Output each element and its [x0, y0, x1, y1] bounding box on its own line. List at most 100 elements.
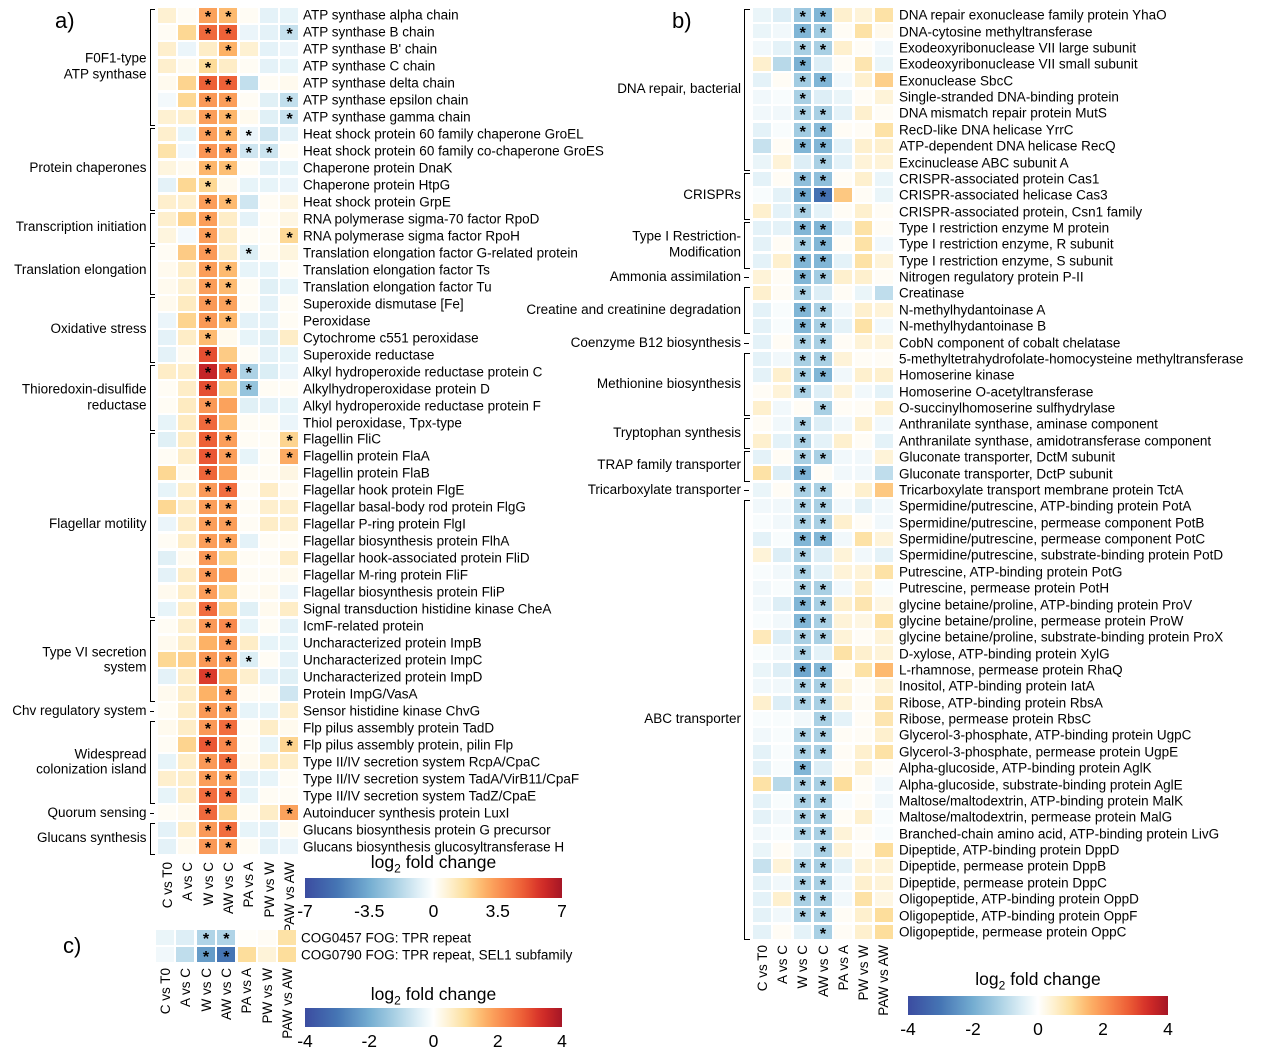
heatmap-cell — [753, 449, 771, 464]
heatmap-cell — [219, 177, 238, 193]
heatmap-cell — [874, 482, 893, 497]
row-label: Flp pilus assembly protein TadD — [303, 720, 495, 736]
group-label: Widespread colonization island — [36, 746, 147, 777]
heatmap-cell — [813, 499, 832, 514]
heatmap-cell — [854, 73, 873, 88]
colorbar-tick: 4 — [557, 1031, 567, 1051]
significance-star: * — [799, 41, 806, 59]
heatmap-cell — [834, 711, 853, 726]
heatmap-cell — [260, 75, 278, 91]
significance-star: * — [799, 418, 806, 436]
heatmap-cell — [280, 41, 299, 57]
significance-star: * — [799, 385, 806, 403]
heatmap-cell — [793, 188, 812, 203]
heatmap-cell — [834, 417, 853, 432]
heatmap-cell — [260, 567, 278, 583]
heatmap-cell — [219, 194, 238, 210]
heatmap-cell — [773, 449, 792, 464]
heatmap-cell — [753, 859, 771, 874]
heatmap-cell — [854, 269, 873, 284]
significance-star: * — [204, 348, 212, 366]
group-bracket — [149, 721, 155, 805]
group-label: Glucans synthesis — [36, 830, 147, 846]
heatmap-cell — [813, 319, 832, 333]
heatmap-cell — [178, 516, 197, 532]
heatmap-cell — [219, 211, 238, 227]
group-bracket — [744, 287, 750, 335]
significance-star: * — [225, 483, 232, 501]
heatmap-cell — [834, 662, 853, 677]
heatmap-cell — [874, 368, 893, 383]
heatmap-cell — [198, 194, 217, 210]
heatmap-cell — [793, 24, 812, 39]
heatmap-cell — [280, 245, 299, 260]
heatmap-cell — [198, 805, 217, 820]
colorbar-tick: -3.5 — [354, 901, 385, 921]
significance-star: * — [225, 636, 232, 654]
row-label: DNA mismatch repair protein MutS — [899, 105, 1107, 121]
heatmap-cell — [753, 384, 771, 399]
row-label: Exodeoxyribonuclease VII small subunit — [899, 56, 1138, 72]
heatmap-cell — [260, 160, 278, 176]
significance-star: * — [223, 931, 230, 949]
heatmap-cell — [834, 548, 853, 563]
heatmap-cell — [793, 564, 812, 579]
heatmap-cell — [773, 89, 792, 104]
heatmap-cell — [198, 516, 217, 532]
significance-star: * — [799, 598, 806, 616]
heatmap-cell — [178, 330, 197, 345]
significance-star: * — [204, 9, 212, 27]
heatmap-cell — [834, 810, 853, 825]
row-label: Flagellar biosynthesis protein FliP — [303, 584, 505, 600]
heatmap-cell — [874, 842, 893, 857]
significance-star: * — [225, 755, 232, 773]
significance-star: * — [204, 297, 212, 315]
row-label: Spermidine/putrescine, substrate-binding… — [899, 547, 1224, 563]
heatmap-cell — [239, 465, 258, 481]
group-bracket — [149, 433, 155, 618]
group-label: Ammonia assimilation — [609, 269, 741, 285]
heatmap-cell — [158, 126, 176, 142]
heatmap-cell — [178, 567, 197, 583]
row-label: Type I restriction enzyme, R subunit — [899, 236, 1114, 252]
heatmap-cell — [854, 679, 873, 694]
heatmap-cell — [813, 466, 832, 481]
heatmap-cell — [854, 449, 873, 464]
heatmap-cell — [813, 253, 832, 268]
heatmap-cell — [178, 635, 197, 651]
row-label: Superoxide dismutase [Fe] — [303, 296, 464, 312]
significance-star: * — [266, 144, 273, 162]
heatmap-cell — [793, 891, 812, 906]
column-label: PW vs W — [261, 862, 277, 918]
heatmap-cell — [219, 8, 238, 23]
significance-star: * — [799, 745, 806, 763]
heatmap-cell — [813, 613, 832, 628]
heatmap-cell — [239, 652, 258, 668]
heatmap-cell — [239, 669, 258, 684]
heatmap-cell — [874, 335, 893, 350]
group-label: Creatine and creatinine degradation — [526, 302, 741, 318]
significance-star: * — [204, 602, 212, 620]
heatmap-cell — [280, 347, 299, 362]
heatmap-cell — [753, 646, 771, 661]
heatmap-cell — [198, 482, 217, 498]
heatmap-cell — [258, 947, 276, 963]
group-label: Thioredoxin-disulfide reductase — [21, 381, 147, 413]
heatmap-cell — [854, 597, 873, 612]
heatmap-cell — [280, 720, 299, 735]
heatmap-cell — [874, 302, 893, 317]
heatmap-cell — [239, 194, 258, 210]
significance-star: * — [204, 382, 212, 400]
column-label: A vs C — [178, 968, 194, 1008]
heatmap-cell — [280, 126, 299, 142]
heatmap-cell — [813, 433, 832, 448]
heatmap-cell — [793, 515, 812, 530]
heatmap-cell — [813, 515, 832, 530]
heatmap-cell — [874, 793, 893, 808]
column-label: AW vs C — [218, 968, 234, 1020]
column-label: W vs C — [198, 968, 214, 1012]
heatmap-cell — [158, 499, 176, 515]
heatmap-cell — [219, 143, 238, 159]
significance-star: * — [799, 909, 806, 927]
heatmap-cell — [239, 109, 258, 125]
